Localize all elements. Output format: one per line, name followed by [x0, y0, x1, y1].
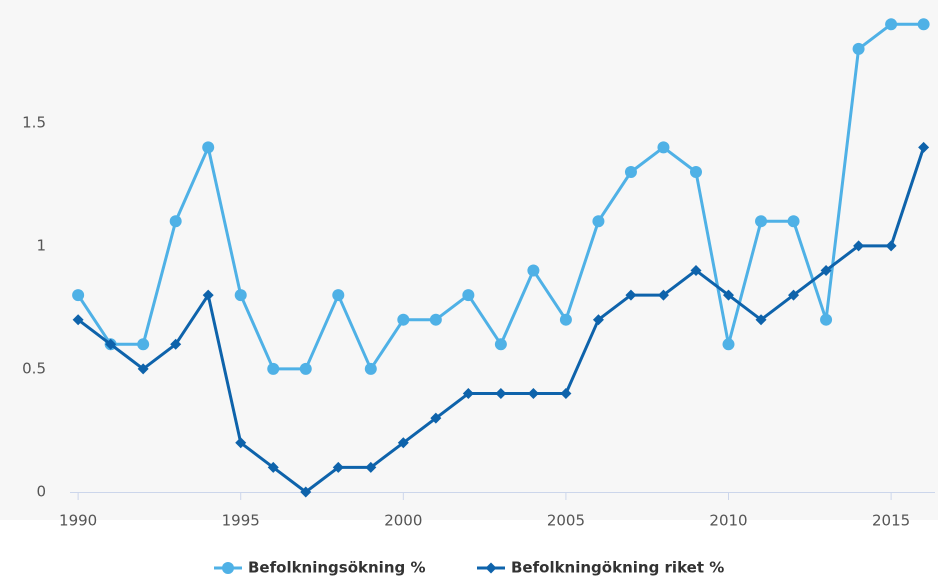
x-tick-label: 2005 — [547, 512, 585, 530]
point — [885, 18, 898, 31]
point — [788, 289, 800, 301]
point — [105, 338, 117, 350]
point — [690, 264, 702, 276]
point — [723, 289, 735, 301]
point — [495, 388, 507, 400]
point — [267, 461, 279, 473]
legend-label[interactable]: Befolkningökning riket % — [511, 559, 724, 577]
point — [657, 141, 670, 154]
point — [853, 240, 865, 252]
point — [689, 166, 702, 178]
point — [397, 437, 409, 449]
point — [755, 215, 768, 228]
x-tick-label: 2010 — [709, 512, 747, 530]
point — [592, 314, 604, 326]
point — [72, 314, 84, 326]
point — [202, 141, 215, 154]
x-tick-label: 2000 — [384, 512, 422, 530]
y-tick-label: 1 — [36, 236, 46, 254]
point — [657, 289, 669, 301]
point — [72, 289, 85, 302]
point — [485, 562, 497, 574]
point — [169, 215, 182, 228]
y-tick-label: 0.5 — [22, 359, 46, 377]
y-tick-label: 1.5 — [22, 113, 46, 131]
point — [267, 362, 280, 375]
point — [885, 240, 897, 252]
point — [235, 437, 247, 449]
point — [222, 562, 234, 574]
point — [624, 166, 637, 178]
point — [755, 314, 767, 326]
point — [430, 412, 442, 424]
point — [137, 338, 150, 351]
point — [820, 313, 833, 326]
point — [364, 362, 377, 375]
x-tick-label: 2015 — [872, 512, 910, 530]
point — [365, 461, 377, 473]
point — [592, 215, 605, 228]
x-tick-label: 1990 — [59, 512, 97, 530]
point — [300, 486, 312, 498]
point — [137, 363, 149, 375]
point — [202, 289, 214, 301]
point — [494, 338, 507, 351]
point — [918, 141, 930, 153]
point — [234, 289, 247, 302]
legend-label[interactable]: Befolkningsökning % — [248, 559, 426, 577]
point — [722, 338, 735, 351]
point — [462, 388, 474, 400]
point — [560, 388, 572, 400]
point — [820, 264, 832, 276]
point — [170, 338, 182, 350]
point — [397, 313, 410, 326]
point — [852, 42, 865, 55]
point — [332, 289, 345, 302]
point — [462, 289, 475, 302]
point — [429, 313, 442, 326]
y-tick-label: 0 — [36, 483, 46, 501]
point — [559, 313, 572, 326]
point — [527, 264, 540, 277]
point — [299, 362, 312, 375]
point — [917, 18, 930, 31]
x-tick-label: 1995 — [222, 512, 260, 530]
point — [527, 388, 539, 400]
point — [332, 461, 344, 473]
plot-background — [0, 0, 938, 520]
point — [625, 289, 637, 301]
point — [787, 215, 800, 228]
